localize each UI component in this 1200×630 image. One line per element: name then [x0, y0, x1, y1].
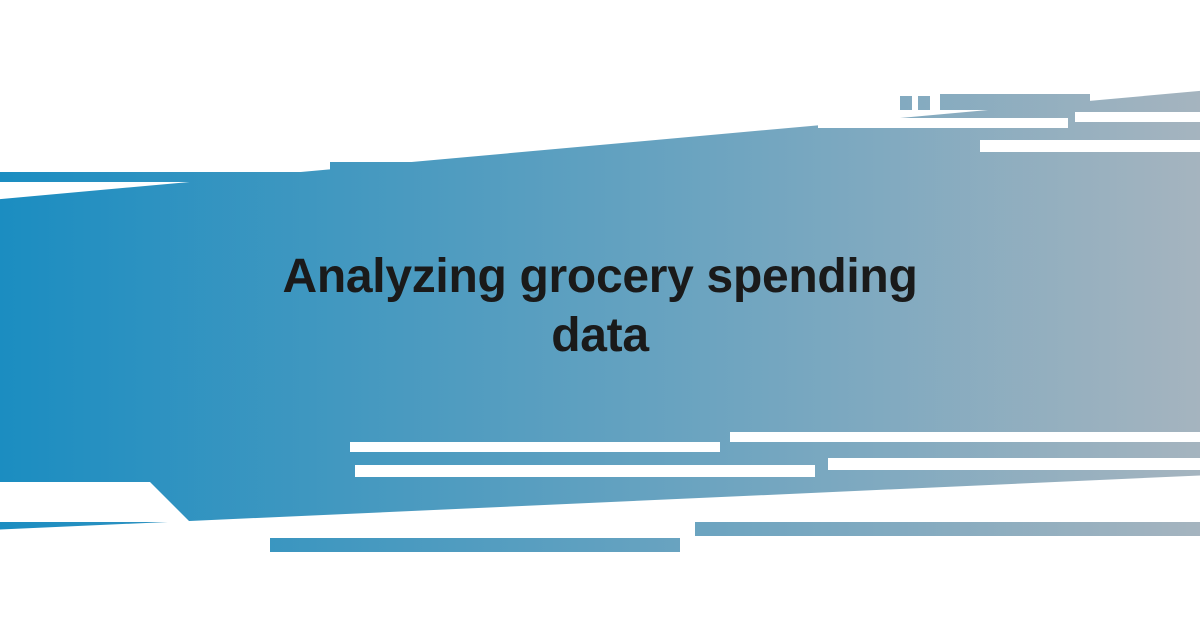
- banner-graphic: [0, 0, 1200, 630]
